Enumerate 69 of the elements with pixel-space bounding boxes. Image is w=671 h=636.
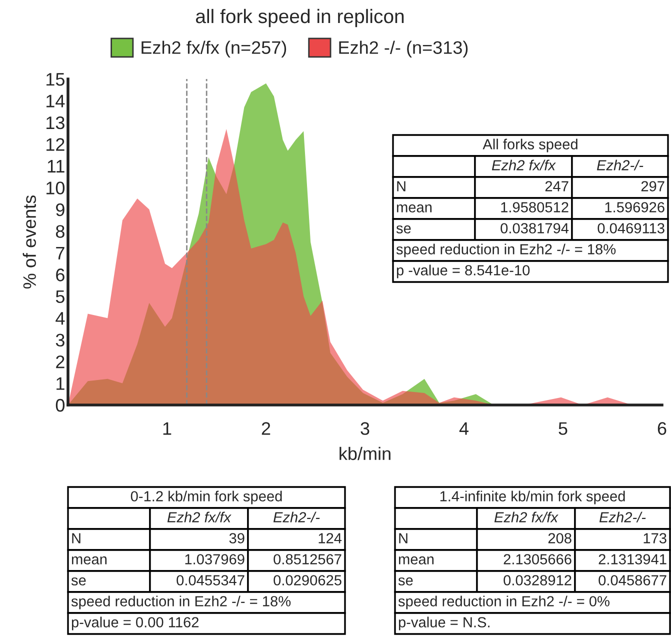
- text: mean: [72, 556, 107, 564]
- text: Ezh2 fx/fx: [494, 512, 558, 522]
- y-tick-label: 8: [56, 225, 64, 238]
- chart-title: all fork speed in replicon: [196, 8, 404, 28]
- legend-label: Ezh2 -/- (n=313): [339, 40, 468, 58]
- annotation: 1.9580512: [501, 202, 568, 212]
- text: 208: [548, 533, 572, 544]
- text: 0.0290625: [274, 575, 342, 586]
- annotation: speed reduction in Ezh2 -/- = 18%: [396, 244, 616, 258]
- text: 124: [318, 533, 342, 544]
- x-axis-title: kb/min: [340, 446, 390, 460]
- y-tick-label: 1: [56, 377, 64, 390]
- annotation: mean: [396, 204, 432, 212]
- x-tick-label: 2: [262, 422, 270, 435]
- text: Ezh2-/-: [273, 512, 320, 522]
- text: 0.0458677: [598, 575, 666, 586]
- annotation: 247: [545, 181, 568, 192]
- text: 0.0455347: [176, 575, 244, 586]
- y-tick-label: 7: [56, 246, 64, 260]
- y-tick-label: 6: [56, 268, 64, 282]
- text: 0.0328912: [504, 575, 572, 586]
- text: 39: [229, 533, 244, 544]
- text: 1.037969: [185, 554, 244, 564]
- annotation: 0.0469113: [598, 223, 664, 234]
- y-tick-label: 14: [46, 94, 65, 108]
- text: speed reduction in Ezh2 -/- = 0%: [398, 596, 610, 610]
- text: 1.4-infinite kb/min fork speed: [440, 490, 625, 504]
- text: 0-1.2 kb/min fork speed: [130, 490, 282, 504]
- y-tick-label: 3: [56, 334, 64, 347]
- text: se: [398, 577, 413, 586]
- text: speed reduction in Ezh2 -/- = 18%: [71, 596, 291, 610]
- y-tick-label: 2: [56, 355, 64, 368]
- y-tick-label: 11: [48, 160, 64, 172]
- y-tick-label: 5: [56, 290, 64, 304]
- annotation: Ezh2-/-: [596, 160, 644, 170]
- legend-label: Ezh2 fx/fx (n=257): [142, 40, 286, 58]
- y-tick-label: 12: [46, 138, 64, 151]
- annotation: p -value = 8.541e-10: [396, 264, 530, 278]
- text: se: [71, 577, 86, 586]
- text: p-value = 0.00 1162: [72, 616, 199, 630]
- text: mean: [398, 556, 434, 564]
- annotation: All forks speed: [482, 138, 578, 152]
- annotation: 297: [641, 181, 664, 192]
- text: Ezh2 fx/fx: [167, 512, 232, 522]
- text: 0.8512567: [274, 554, 342, 564]
- annotation: se: [396, 225, 411, 234]
- y-tick-label: 9: [56, 203, 64, 216]
- text: p-value = N.S.: [398, 616, 490, 630]
- x-tick-label: 1: [163, 422, 172, 435]
- y-tick-label: 13: [46, 116, 64, 130]
- text: N: [399, 533, 408, 544]
- text: 173: [644, 533, 666, 544]
- y-tick-label: 0: [56, 398, 65, 412]
- x-tick-label: 5: [558, 422, 568, 435]
- y-tick-label: 4: [56, 312, 65, 325]
- y-tick-label: 15: [46, 73, 64, 86]
- text: N: [72, 533, 80, 544]
- annotation: N: [397, 181, 406, 192]
- annotation: Ezh2 fx/fx: [492, 160, 556, 170]
- y-tick-label: 10: [46, 182, 65, 194]
- x-tick-label: 6: [658, 422, 666, 435]
- y-axis-title: % of events: [22, 195, 36, 289]
- text: 2.1305666: [504, 554, 572, 564]
- text: Ezh2-/-: [599, 512, 646, 522]
- annotation: 0.0381794: [500, 223, 569, 234]
- x-tick-label: 4: [459, 422, 468, 435]
- x-tick-label: 3: [360, 422, 370, 435]
- text: 2.1313941: [598, 554, 666, 564]
- annotation: 1.596926: [605, 202, 664, 212]
